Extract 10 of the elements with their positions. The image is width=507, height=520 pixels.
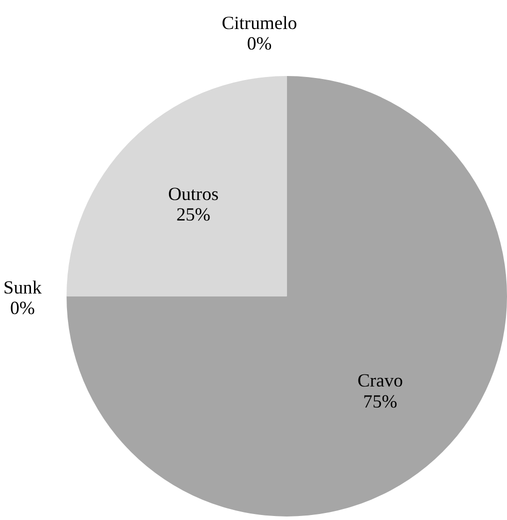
category-label: Sunk <box>3 277 42 298</box>
pie-slice <box>66 76 287 296</box>
pie-slice <box>66 76 507 516</box>
data-label: 75% <box>363 391 398 412</box>
slice-label: Outros <box>168 184 219 205</box>
text: 0% <box>10 298 35 319</box>
category-label: Citrumelo <box>222 13 298 34</box>
slice-label: Cravo <box>358 370 403 392</box>
text: 0% <box>246 34 272 55</box>
data-label: 25% <box>176 204 210 226</box>
